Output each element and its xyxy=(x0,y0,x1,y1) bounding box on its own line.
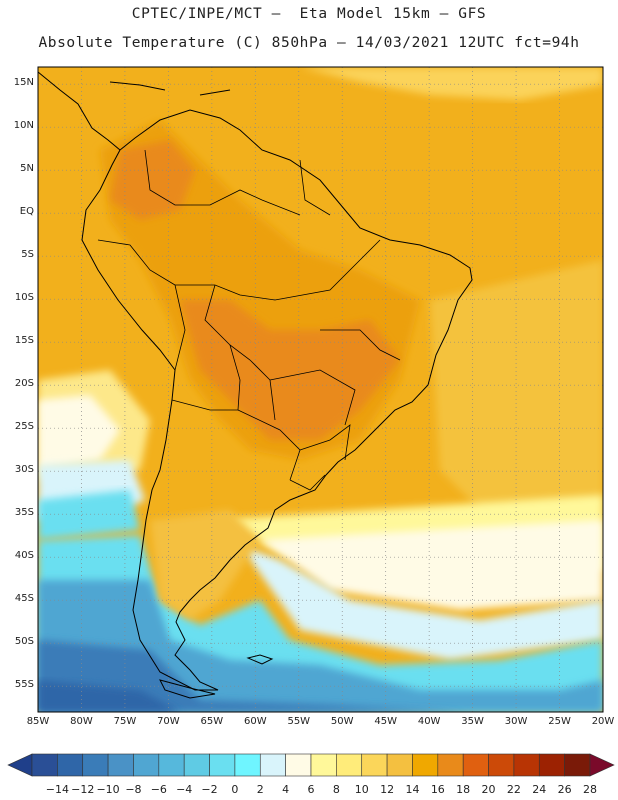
colorbar-tick-label: −6 xyxy=(150,783,167,796)
colorbar-swatch xyxy=(310,753,337,777)
latitude-label: 55S xyxy=(14,679,34,691)
longitude-label: 70W xyxy=(157,716,180,727)
colorbar-swatch xyxy=(386,753,413,777)
colorbar-tick-label: 22 xyxy=(506,783,521,796)
colorbar xyxy=(7,753,615,777)
colorbar-swatch xyxy=(513,753,540,777)
colorbar-tick-label: −8 xyxy=(125,783,142,796)
coastlines xyxy=(37,71,473,699)
longitude-label: 45W xyxy=(374,716,397,727)
title-line-2: Absolute Temperature (C) 850hPa – 14/03/… xyxy=(38,35,580,51)
colorbar-tick-label: 10 xyxy=(354,783,369,796)
colorbar-tick-label: 18 xyxy=(456,783,471,796)
colorbar-swatch xyxy=(437,753,464,777)
colorbar-swatch xyxy=(361,753,388,777)
longitude-label: 50W xyxy=(330,716,354,727)
latitude-label: 10N xyxy=(13,120,34,132)
colorbar-swatch xyxy=(82,753,109,777)
latitude-label: 30S xyxy=(14,464,34,476)
colorbar-swatch xyxy=(209,753,236,777)
colorbar-tick-label: 14 xyxy=(405,783,420,796)
longitude-label: 80W xyxy=(70,716,93,727)
longitude-label: 35W xyxy=(461,716,484,727)
colorbar-tick-label: 6 xyxy=(307,783,315,796)
colorbar-tick-label: 0 xyxy=(231,783,239,796)
latitude-label: 45S xyxy=(14,593,34,605)
colorbar-over-arrow xyxy=(589,753,615,777)
longitude-label: 30W xyxy=(504,716,528,727)
latitude-label: 40S xyxy=(14,550,34,562)
colorbar-tick-label: 8 xyxy=(332,783,340,796)
colorbar-swatch xyxy=(488,753,515,777)
colorbar-swatch xyxy=(183,753,210,777)
colorbar-tick-label: 24 xyxy=(532,783,547,796)
longitude-label: 40W xyxy=(417,716,441,727)
colorbar-tick-label: 20 xyxy=(481,783,496,796)
colorbar-tick-label: 26 xyxy=(557,783,572,796)
colorbar-tick-label: 4 xyxy=(282,783,290,796)
colorbar-tick-label: −10 xyxy=(96,783,120,796)
latitude-label: 15N xyxy=(13,77,34,89)
colorbar-swatch xyxy=(412,753,439,777)
latitude-label: 5N xyxy=(20,163,34,175)
longitude-label: 85W xyxy=(26,716,50,727)
colorbar-tick-label: −12 xyxy=(71,783,95,796)
map-frame xyxy=(37,66,604,713)
temperature-field xyxy=(38,67,603,712)
colorbar-tick-label: −4 xyxy=(176,783,193,796)
colorbar-swatch xyxy=(133,753,160,777)
latitude-label: 35S xyxy=(14,507,34,519)
latitude-label: EQ xyxy=(19,206,34,218)
colorbar-tick-label: −14 xyxy=(45,783,69,796)
latitude-label: 50S xyxy=(14,636,34,648)
colorbar-tick-label: 16 xyxy=(430,783,445,796)
colorbar-swatch xyxy=(31,753,58,777)
longitude-label: 20W xyxy=(591,716,615,727)
latitude-label: 10S xyxy=(14,292,34,304)
colorbar-swatch xyxy=(564,753,591,777)
colorbar-tick-label: 28 xyxy=(583,783,597,796)
colorbar-tick-label: 12 xyxy=(380,783,395,796)
longitude-label: 60W xyxy=(243,716,267,727)
longitude-label: 25W xyxy=(548,716,571,727)
title-line-1: CPTEC/INPE/MCT – Eta Model 15km – GFS xyxy=(131,6,487,22)
latitude-label: 25S xyxy=(14,421,34,433)
colorbar-tick-label: −2 xyxy=(201,783,218,796)
longitude-label: 65W xyxy=(200,716,224,727)
colorbar-swatch xyxy=(57,753,84,777)
longitude-label: 75W xyxy=(113,716,137,727)
longitude-label: 55W xyxy=(287,716,311,727)
colorbar-tick-label: 2 xyxy=(256,783,264,796)
colorbar-swatch xyxy=(158,753,185,777)
colorbar-swatch xyxy=(462,753,489,777)
colorbar-swatch xyxy=(107,753,134,777)
country-borders xyxy=(97,149,401,491)
colorbar-swatch xyxy=(259,753,286,777)
latitude-label: 5S xyxy=(21,249,34,261)
latitude-label: 15S xyxy=(14,335,34,347)
colorbar-swatch xyxy=(234,753,261,777)
colorbar-swatch xyxy=(285,753,312,777)
latitude-label: 20S xyxy=(14,378,34,390)
colorbar-swatch xyxy=(538,753,565,777)
colorbar-under-arrow xyxy=(7,753,33,777)
colorbar-swatch xyxy=(336,753,363,777)
